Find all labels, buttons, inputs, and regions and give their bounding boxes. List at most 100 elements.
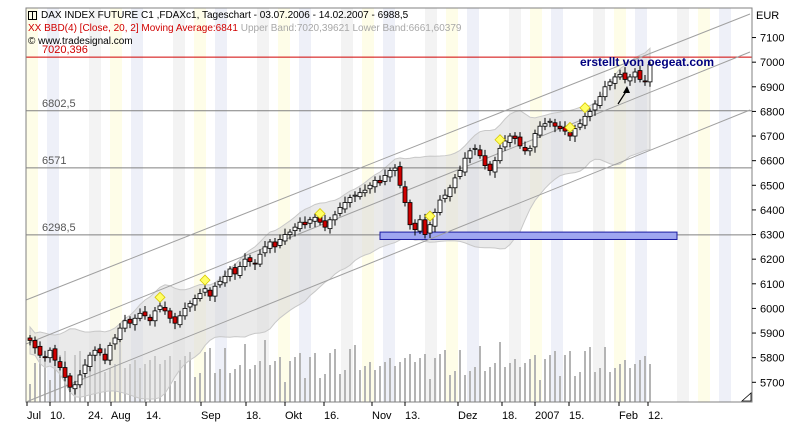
volume-bar	[29, 384, 31, 402]
volume-bar	[584, 351, 586, 402]
candle-body	[402, 186, 408, 203]
candle-body	[147, 316, 153, 322]
candle	[177, 310, 183, 328]
volume-bar	[459, 350, 461, 402]
candle	[57, 356, 63, 371]
signal-marker	[494, 134, 506, 146]
week-stripe	[110, 8, 122, 402]
candle	[237, 261, 243, 279]
volume-bar	[229, 373, 231, 402]
volume-bar	[304, 378, 306, 402]
candle-body	[162, 307, 168, 312]
candle	[112, 334, 118, 350]
candle	[577, 118, 583, 131]
credit-label: erstellt von oegeat.com	[580, 55, 715, 69]
candle-body	[362, 189, 368, 194]
candle-body	[67, 375, 73, 388]
candle	[547, 118, 553, 128]
x-tick-label: 16.	[324, 410, 339, 422]
level-label: 7020,396	[42, 44, 88, 56]
volume-bar	[239, 365, 241, 402]
candle-body	[27, 337, 33, 341]
volume-bar	[54, 359, 56, 402]
candle-body	[447, 187, 453, 198]
candle	[642, 74, 648, 86]
candle-body	[287, 231, 293, 235]
volume-bar	[469, 371, 471, 402]
candle-body	[387, 170, 393, 178]
candle	[212, 282, 218, 303]
candle	[537, 121, 543, 139]
candle	[32, 336, 38, 354]
volume-bar	[254, 365, 256, 402]
candle-body	[482, 155, 488, 167]
week-stripe	[656, 8, 668, 402]
candle-body	[637, 70, 643, 80]
candle	[487, 161, 493, 176]
volume-bar	[449, 375, 451, 402]
volume-bar	[589, 347, 591, 402]
candle	[127, 316, 133, 329]
volume-bar	[504, 367, 506, 402]
candle-body	[367, 184, 373, 190]
candle	[252, 259, 258, 271]
week-stripe	[530, 8, 542, 402]
candle	[117, 323, 123, 343]
volume-bar	[194, 377, 196, 402]
candle	[337, 202, 343, 217]
volume-bar	[399, 362, 401, 402]
volume-bar	[519, 367, 521, 402]
candle-body	[127, 318, 133, 324]
x-tick-label: 10.	[50, 410, 65, 422]
candle	[97, 343, 103, 356]
signal-marker	[579, 102, 591, 114]
candle	[617, 69, 623, 80]
candle	[277, 234, 283, 249]
volume-bar	[599, 368, 601, 402]
week-stripe	[278, 8, 290, 402]
x-tick-label: 18.	[502, 410, 517, 422]
candle	[382, 169, 388, 186]
y-tick-label: 6700	[760, 131, 784, 143]
candle	[372, 176, 378, 193]
week-stripe	[26, 8, 38, 402]
chart-title: DAX INDEX FUTURE C1 ,FDAXc1, Tageschart …	[41, 10, 409, 21]
volume-bar	[359, 370, 361, 402]
candle-body	[117, 327, 123, 340]
candle-body	[507, 135, 513, 143]
candle	[402, 180, 408, 207]
candle-body	[592, 103, 598, 111]
volume-bar	[649, 364, 651, 402]
candle-body	[207, 289, 213, 297]
candle-body	[407, 202, 413, 226]
candle	[497, 143, 503, 164]
candle-body	[42, 356, 48, 359]
candle	[77, 369, 83, 388]
volume-bar	[384, 362, 386, 402]
candle	[332, 210, 338, 226]
candle-body	[377, 179, 383, 184]
candle-body	[477, 149, 483, 157]
candle-body	[37, 345, 43, 356]
volume-bar	[579, 372, 581, 402]
candle-body	[262, 246, 268, 254]
candle	[42, 350, 48, 362]
level-label: 6298,5	[42, 222, 76, 234]
candle-body	[152, 310, 158, 322]
x-tick-label: Dez	[458, 410, 478, 422]
y-tick-label: 5800	[760, 353, 784, 365]
signal-marker	[564, 121, 576, 133]
x-tick-label: 12.	[648, 410, 663, 422]
candle-body	[622, 72, 628, 80]
candle-body	[392, 167, 398, 171]
volume-bar	[619, 364, 621, 402]
volume-bar	[464, 375, 466, 402]
week-stripe	[131, 8, 143, 402]
candle	[422, 213, 428, 239]
volume-bar	[284, 382, 286, 402]
candle-body	[647, 64, 653, 83]
candle	[302, 216, 308, 229]
candle-body	[642, 80, 648, 83]
volume-bar	[289, 361, 291, 402]
volume-bar	[209, 348, 211, 402]
